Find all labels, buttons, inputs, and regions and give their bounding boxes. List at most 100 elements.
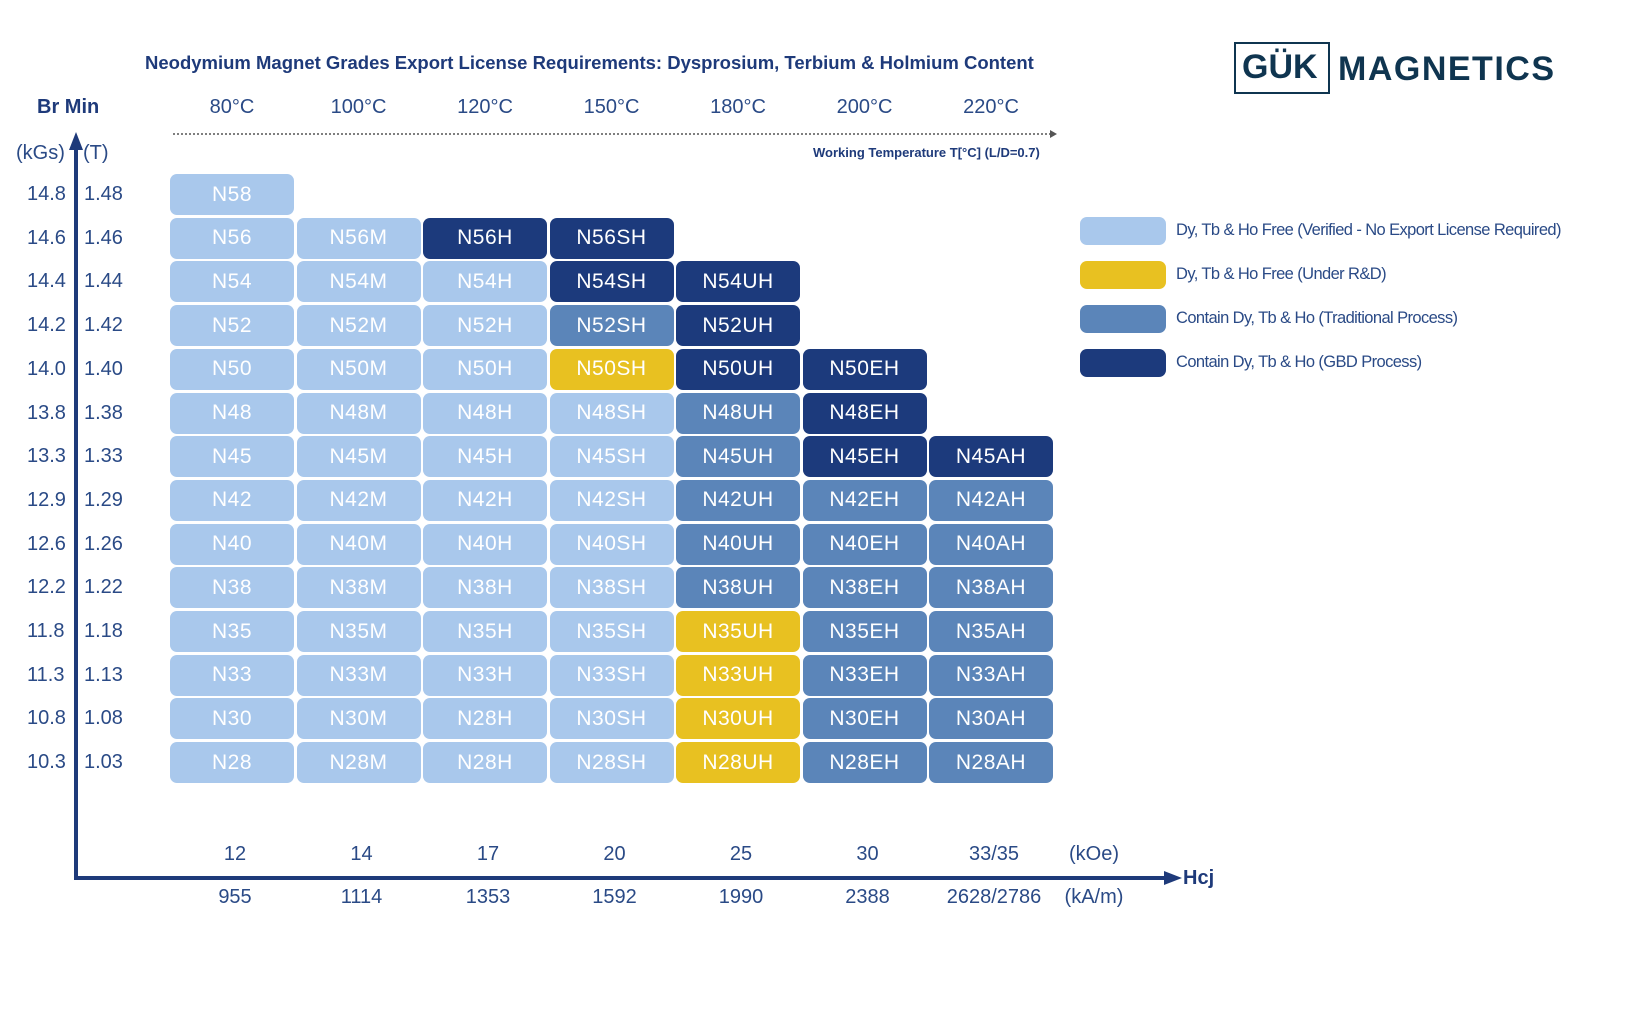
- grade-cell-light: N45M: [296, 436, 421, 478]
- temperature-caption: Working Temperature T[°C] (L/D=0.7): [813, 145, 1040, 160]
- temperature-label: 150°C: [583, 96, 640, 118]
- grade-cell-light: N33: [170, 654, 294, 696]
- grade-cell-light: N42SH: [549, 479, 674, 521]
- br-t-label: 1.08: [84, 707, 123, 730]
- hcj-kam-label: 1990: [718, 886, 764, 908]
- grade-cell-light: N52: [170, 305, 294, 347]
- grade-cell-dark: N54SH: [549, 261, 674, 303]
- br-kgs-label: 13.8: [27, 401, 66, 424]
- temperature-label: 220°C: [963, 96, 1019, 118]
- grade-cell-light: N52M: [296, 305, 421, 347]
- grade-cell-light: N30SH: [549, 698, 674, 740]
- hcj-kam-label: 2388: [845, 886, 890, 908]
- hcj-koe-label: 14: [350, 843, 373, 865]
- grade-cell-mid: N42EH: [802, 479, 927, 521]
- grade-cell-light: N28H: [423, 742, 547, 784]
- grade-cell-dark: N56SH: [549, 217, 674, 259]
- grade-cell-mid: N30AH: [929, 698, 1053, 740]
- legend-label: Contain Dy, Tb & Ho (GBD Process): [1176, 353, 1422, 371]
- grade-cell-light: N54H: [423, 261, 547, 303]
- hcj-koe-label: 30: [856, 843, 879, 865]
- grade-cell-light: N54M: [296, 261, 421, 303]
- grade-cell-mid: N42UH: [676, 479, 800, 521]
- grade-cell-light: N40M: [296, 523, 421, 565]
- temperature-label: 80°C: [209, 96, 255, 118]
- br-kgs-label: 14.6: [27, 226, 66, 249]
- grade-cell-light: N28: [170, 742, 294, 784]
- temperature-label: 200°C: [836, 96, 893, 118]
- grade-cell-light: N28H: [423, 698, 547, 740]
- grade-cell-dark: N56H: [423, 217, 547, 259]
- grade-cell-light: N38M: [296, 567, 421, 609]
- grade-cell-light: N35: [170, 611, 294, 652]
- grade-cell-light: N42M: [296, 479, 421, 521]
- br-kgs-label: 10.3: [27, 751, 66, 774]
- grade-cell-mid: N38AH: [929, 567, 1053, 609]
- legend-label: Contain Dy, Tb & Ho (Traditional Process…: [1176, 309, 1458, 327]
- br-kgs-label: 10.8: [27, 707, 66, 730]
- grade-cell-light: N56M: [296, 217, 421, 259]
- grade-cell-light: N48: [170, 392, 294, 434]
- grade-cell-light: N52H: [423, 305, 547, 347]
- grade-cell-light: N38: [170, 567, 294, 609]
- br-kgs-label: 12.9: [27, 488, 66, 511]
- grade-cell-light: N48SH: [549, 392, 674, 434]
- br-t-label: 1.46: [84, 226, 123, 249]
- temperature-label: 120°C: [457, 96, 513, 118]
- br-t-label: 1.18: [84, 620, 123, 642]
- grade-cell-light: N35SH: [549, 611, 674, 652]
- br-t-label: 1.33: [84, 445, 123, 468]
- grade-cell-dark: N45AH: [929, 436, 1053, 478]
- hcj-kam-label: 1592: [592, 886, 637, 908]
- grade-cell-mid: N40AH: [929, 523, 1053, 565]
- logo-guk: GÜK: [1242, 48, 1318, 86]
- br-t-label: 1.13: [84, 663, 123, 686]
- logo-box: [1234, 42, 1330, 94]
- grade-cell-yellow: N30UH: [676, 698, 800, 740]
- br-kgs-label: 12.6: [27, 532, 66, 555]
- grade-cell-mid: N28EH: [802, 742, 927, 784]
- grade-cell-dark: N52UH: [676, 305, 800, 347]
- br-t-label: 1.29: [84, 488, 123, 511]
- br-t-label: 1.48: [84, 183, 123, 205]
- grade-cell-dark: N48EH: [802, 392, 927, 434]
- grade-cell-mid: N42AH: [929, 479, 1053, 521]
- hcj-koe-label: 17: [476, 843, 500, 865]
- grade-cell-light: N28SH: [549, 742, 674, 784]
- grade-cell-light: N48M: [296, 392, 421, 434]
- temperature-label: 100°C: [330, 96, 387, 118]
- grade-cell-mid: N45UH: [676, 436, 800, 478]
- grade-cell-mid: N52SH: [549, 305, 674, 347]
- legend-label: Dy, Tb & Ho Free (Under R&D): [1176, 265, 1387, 283]
- grade-cell-light: N45SH: [549, 436, 674, 478]
- grade-cell-yellow: N50SH: [549, 348, 674, 390]
- hcj-koe-label: 12: [223, 843, 247, 865]
- grade-cell-light: N50H: [423, 348, 547, 390]
- hcj-koe-label: 20: [603, 843, 626, 865]
- hcj-kam-label: 955: [218, 886, 252, 908]
- grade-cell-mid: N40UH: [676, 523, 800, 565]
- grade-cell-light: N30M: [296, 698, 421, 740]
- unit-koe: (kOe): [1069, 843, 1119, 865]
- legend-swatch-mid: [1080, 305, 1166, 333]
- grade-cell-light: N58: [170, 174, 294, 215]
- grade-cell-mid: N40EH: [802, 523, 927, 565]
- br-kgs-label: 14.0: [27, 357, 66, 380]
- legend-swatch-light: [1080, 217, 1166, 245]
- grade-cell-yellow: N28UH: [676, 742, 800, 784]
- br-t-label: 1.38: [84, 401, 123, 424]
- grade-cell-dark: N50UH: [676, 348, 800, 390]
- grade-cell-light: N50: [170, 348, 294, 390]
- grade-cell-mid: N28AH: [929, 742, 1053, 784]
- hcj-kam-label: 1353: [465, 886, 511, 908]
- grade-cell-dark: N54UH: [676, 261, 800, 303]
- chart-title: Neodymium Magnet Grades Export License R…: [145, 52, 1034, 73]
- grade-cell-mid: N33AH: [929, 654, 1053, 696]
- grade-cell-light: N28M: [296, 742, 421, 784]
- br-t-label: 1.26: [84, 532, 123, 555]
- grade-cell-light: N56: [170, 217, 294, 259]
- br-kgs-label: 14.8: [27, 183, 66, 205]
- br-kgs-label: 12.2: [27, 576, 66, 599]
- grade-cell-mid: N38UH: [676, 567, 800, 609]
